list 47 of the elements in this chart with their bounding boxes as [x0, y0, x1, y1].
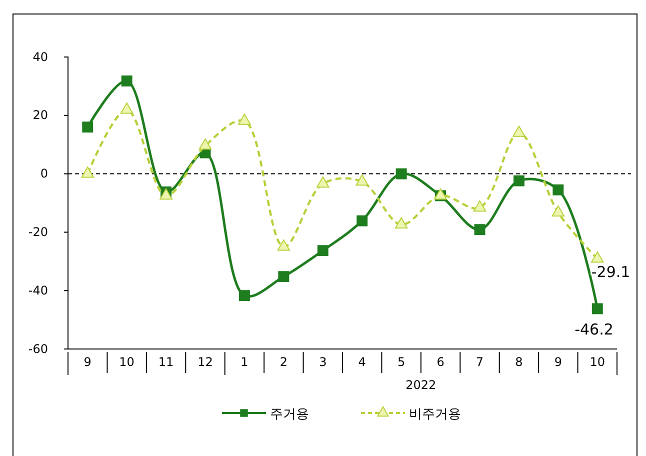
- x-tick-label: 9: [554, 355, 562, 369]
- point: [81, 166, 94, 178]
- point: [473, 200, 486, 212]
- x-tick-label: 4: [358, 355, 366, 369]
- y-tick-label: 20: [32, 108, 48, 122]
- text: 2022: [406, 378, 436, 392]
- y-tick-label: -20: [28, 225, 48, 240]
- x-tick-label: 5: [398, 355, 406, 369]
- point: [512, 126, 526, 137]
- x-tick-label: 1: [240, 355, 248, 369]
- point: [238, 114, 251, 125]
- point: [513, 175, 524, 186]
- x-tick-label: 2: [280, 355, 288, 369]
- point: [317, 245, 328, 256]
- data-label: -46.2: [574, 320, 614, 339]
- point: [474, 224, 486, 236]
- x-tick-label: 8: [515, 355, 523, 369]
- point: [396, 168, 407, 180]
- point: [238, 290, 250, 302]
- point: [198, 138, 212, 150]
- point: [160, 188, 172, 200]
- point: [592, 303, 603, 314]
- x-tick-label: 12: [198, 355, 213, 369]
- legend-label: 주거용: [270, 407, 309, 422]
- point: [394, 217, 408, 229]
- x-tick-label: 10: [119, 355, 134, 369]
- x-tick-label: 10: [590, 355, 606, 369]
- y-tick-label: 0: [40, 166, 48, 181]
- x-tick-label: 11: [158, 355, 174, 369]
- y-tick-label: -60: [28, 342, 48, 356]
- y-tick-label: 40: [32, 50, 48, 64]
- point: [356, 174, 368, 186]
- point: [591, 251, 604, 263]
- x-tick-label: 3: [319, 355, 327, 369]
- x-tick-label: 9: [84, 355, 92, 369]
- point: [277, 240, 290, 251]
- y-tick-label: -40: [28, 283, 48, 298]
- point: [356, 215, 368, 226]
- point: [552, 205, 565, 217]
- point: [278, 271, 290, 282]
- point: [552, 184, 564, 196]
- x-tick-label: 6: [436, 355, 444, 369]
- point: [120, 102, 134, 114]
- x-tick-label: 7: [476, 355, 484, 369]
- legend-label: 비주거용: [409, 407, 461, 422]
- point: [316, 176, 330, 188]
- data-label: -29.1: [591, 262, 630, 281]
